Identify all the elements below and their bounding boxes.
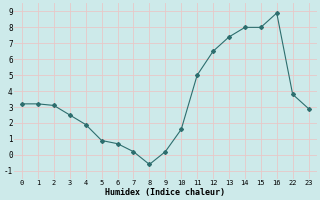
X-axis label: Humidex (Indice chaleur): Humidex (Indice chaleur) — [105, 188, 225, 197]
